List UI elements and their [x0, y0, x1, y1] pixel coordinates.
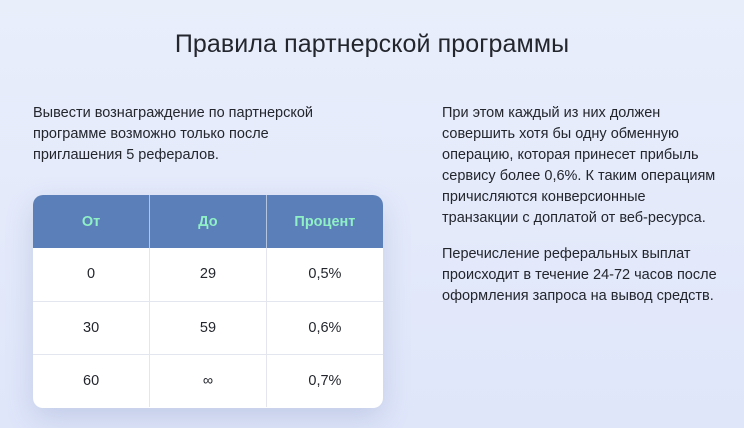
table-header-row: От До Процент: [33, 195, 383, 248]
page-title: Правила партнерской программы: [174, 30, 570, 58]
cell-to: 59: [149, 301, 267, 354]
rules-description: При этом каждый из них должен совершить …: [442, 103, 717, 322]
referral-rates-table: От До Процент 0 29 0,5% 30 59 0,6% 60 ∞ …: [33, 195, 383, 408]
table-row: 30 59 0,6%: [33, 301, 383, 354]
table-row: 60 ∞ 0,7%: [33, 354, 383, 407]
header-from: От: [33, 195, 151, 248]
cell-from: 60: [33, 354, 151, 407]
table-row: 0 29 0,5%: [33, 248, 383, 301]
rules-paragraph: При этом каждый из них должен совершить …: [442, 105, 716, 226]
cell-percent: 0,6%: [308, 319, 342, 336]
rules-paragraph: Перечисление реферальных выплат происход…: [442, 246, 717, 304]
cell-percent: 0,7%: [308, 372, 342, 389]
cell-from: 30: [33, 301, 151, 354]
cell-to: 29: [149, 248, 267, 301]
header-percent: Процент: [294, 213, 356, 230]
header-to: До: [149, 195, 267, 248]
rates-table: От До Процент 0 29 0,5% 30 59 0,6% 60 ∞ …: [33, 195, 383, 407]
cell-from: 0: [33, 248, 151, 301]
cell-percent: 0,5%: [308, 266, 342, 283]
cell-to: ∞: [149, 354, 267, 407]
intro-text: Вывести вознаграждение по партнерской пр…: [33, 105, 314, 163]
